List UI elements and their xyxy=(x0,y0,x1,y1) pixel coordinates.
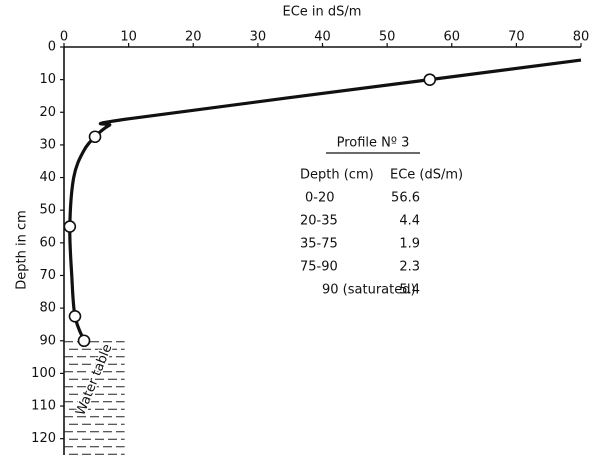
point xyxy=(423,73,437,86)
water-table-label: Water table xyxy=(73,342,115,418)
table-ece: 2.3 xyxy=(399,260,420,275)
y-tick-label: 50 xyxy=(39,203,56,218)
y-tick-label: 100 xyxy=(31,366,56,381)
y-tick-label: 90 xyxy=(39,333,56,348)
table-depth: 90 (saturated) xyxy=(322,283,416,298)
x-tick-label: 30 xyxy=(250,30,267,45)
table-ece: 1.9 xyxy=(399,237,420,252)
table-ece: 4.4 xyxy=(399,214,420,229)
y-tick-label: 60 xyxy=(39,235,56,250)
table-ece: 56.6 xyxy=(391,191,420,206)
x-tick-label: 10 xyxy=(120,30,137,45)
x-tick-label: 40 xyxy=(314,30,331,45)
y-axis-title: Depth in cm xyxy=(15,210,30,290)
chart-title: ECe in dS/m xyxy=(283,5,362,20)
y-tick-label: 110 xyxy=(31,399,56,414)
table-header: ECe (dS/m) xyxy=(390,168,463,183)
x-tick-label: 60 xyxy=(443,30,460,45)
table-ece: 5.4 xyxy=(399,283,420,298)
y-tick-label: 20 xyxy=(39,105,56,120)
x-tick-label: 70 xyxy=(508,30,525,45)
point xyxy=(77,334,91,348)
point xyxy=(88,130,102,144)
table-header: Depth (cm) xyxy=(300,168,374,183)
y-tick-label: 70 xyxy=(39,268,56,283)
y-tick-label: 30 xyxy=(39,137,56,152)
point xyxy=(63,220,77,233)
y-tick-label: 80 xyxy=(39,301,56,316)
y-tick-label: 0 xyxy=(48,40,56,55)
water-table xyxy=(64,341,125,455)
table-depth: 75-90 xyxy=(300,260,338,275)
x-tick-label: 50 xyxy=(379,30,396,45)
table-depth: 20-35 xyxy=(300,214,338,229)
y-tick-label: 120 xyxy=(31,431,56,446)
x-tick-label: 0 xyxy=(60,30,68,45)
x-tick-label: 20 xyxy=(185,30,202,45)
point xyxy=(68,309,82,323)
y-tick-label: 40 xyxy=(39,170,56,185)
table-depth: 35-75 xyxy=(300,237,338,252)
table-depth: 0-20 xyxy=(305,191,335,206)
y-tick-label: 10 xyxy=(39,72,56,87)
table-title: Profile Nº 3 xyxy=(337,136,410,151)
x-tick-label: 80 xyxy=(573,30,590,45)
